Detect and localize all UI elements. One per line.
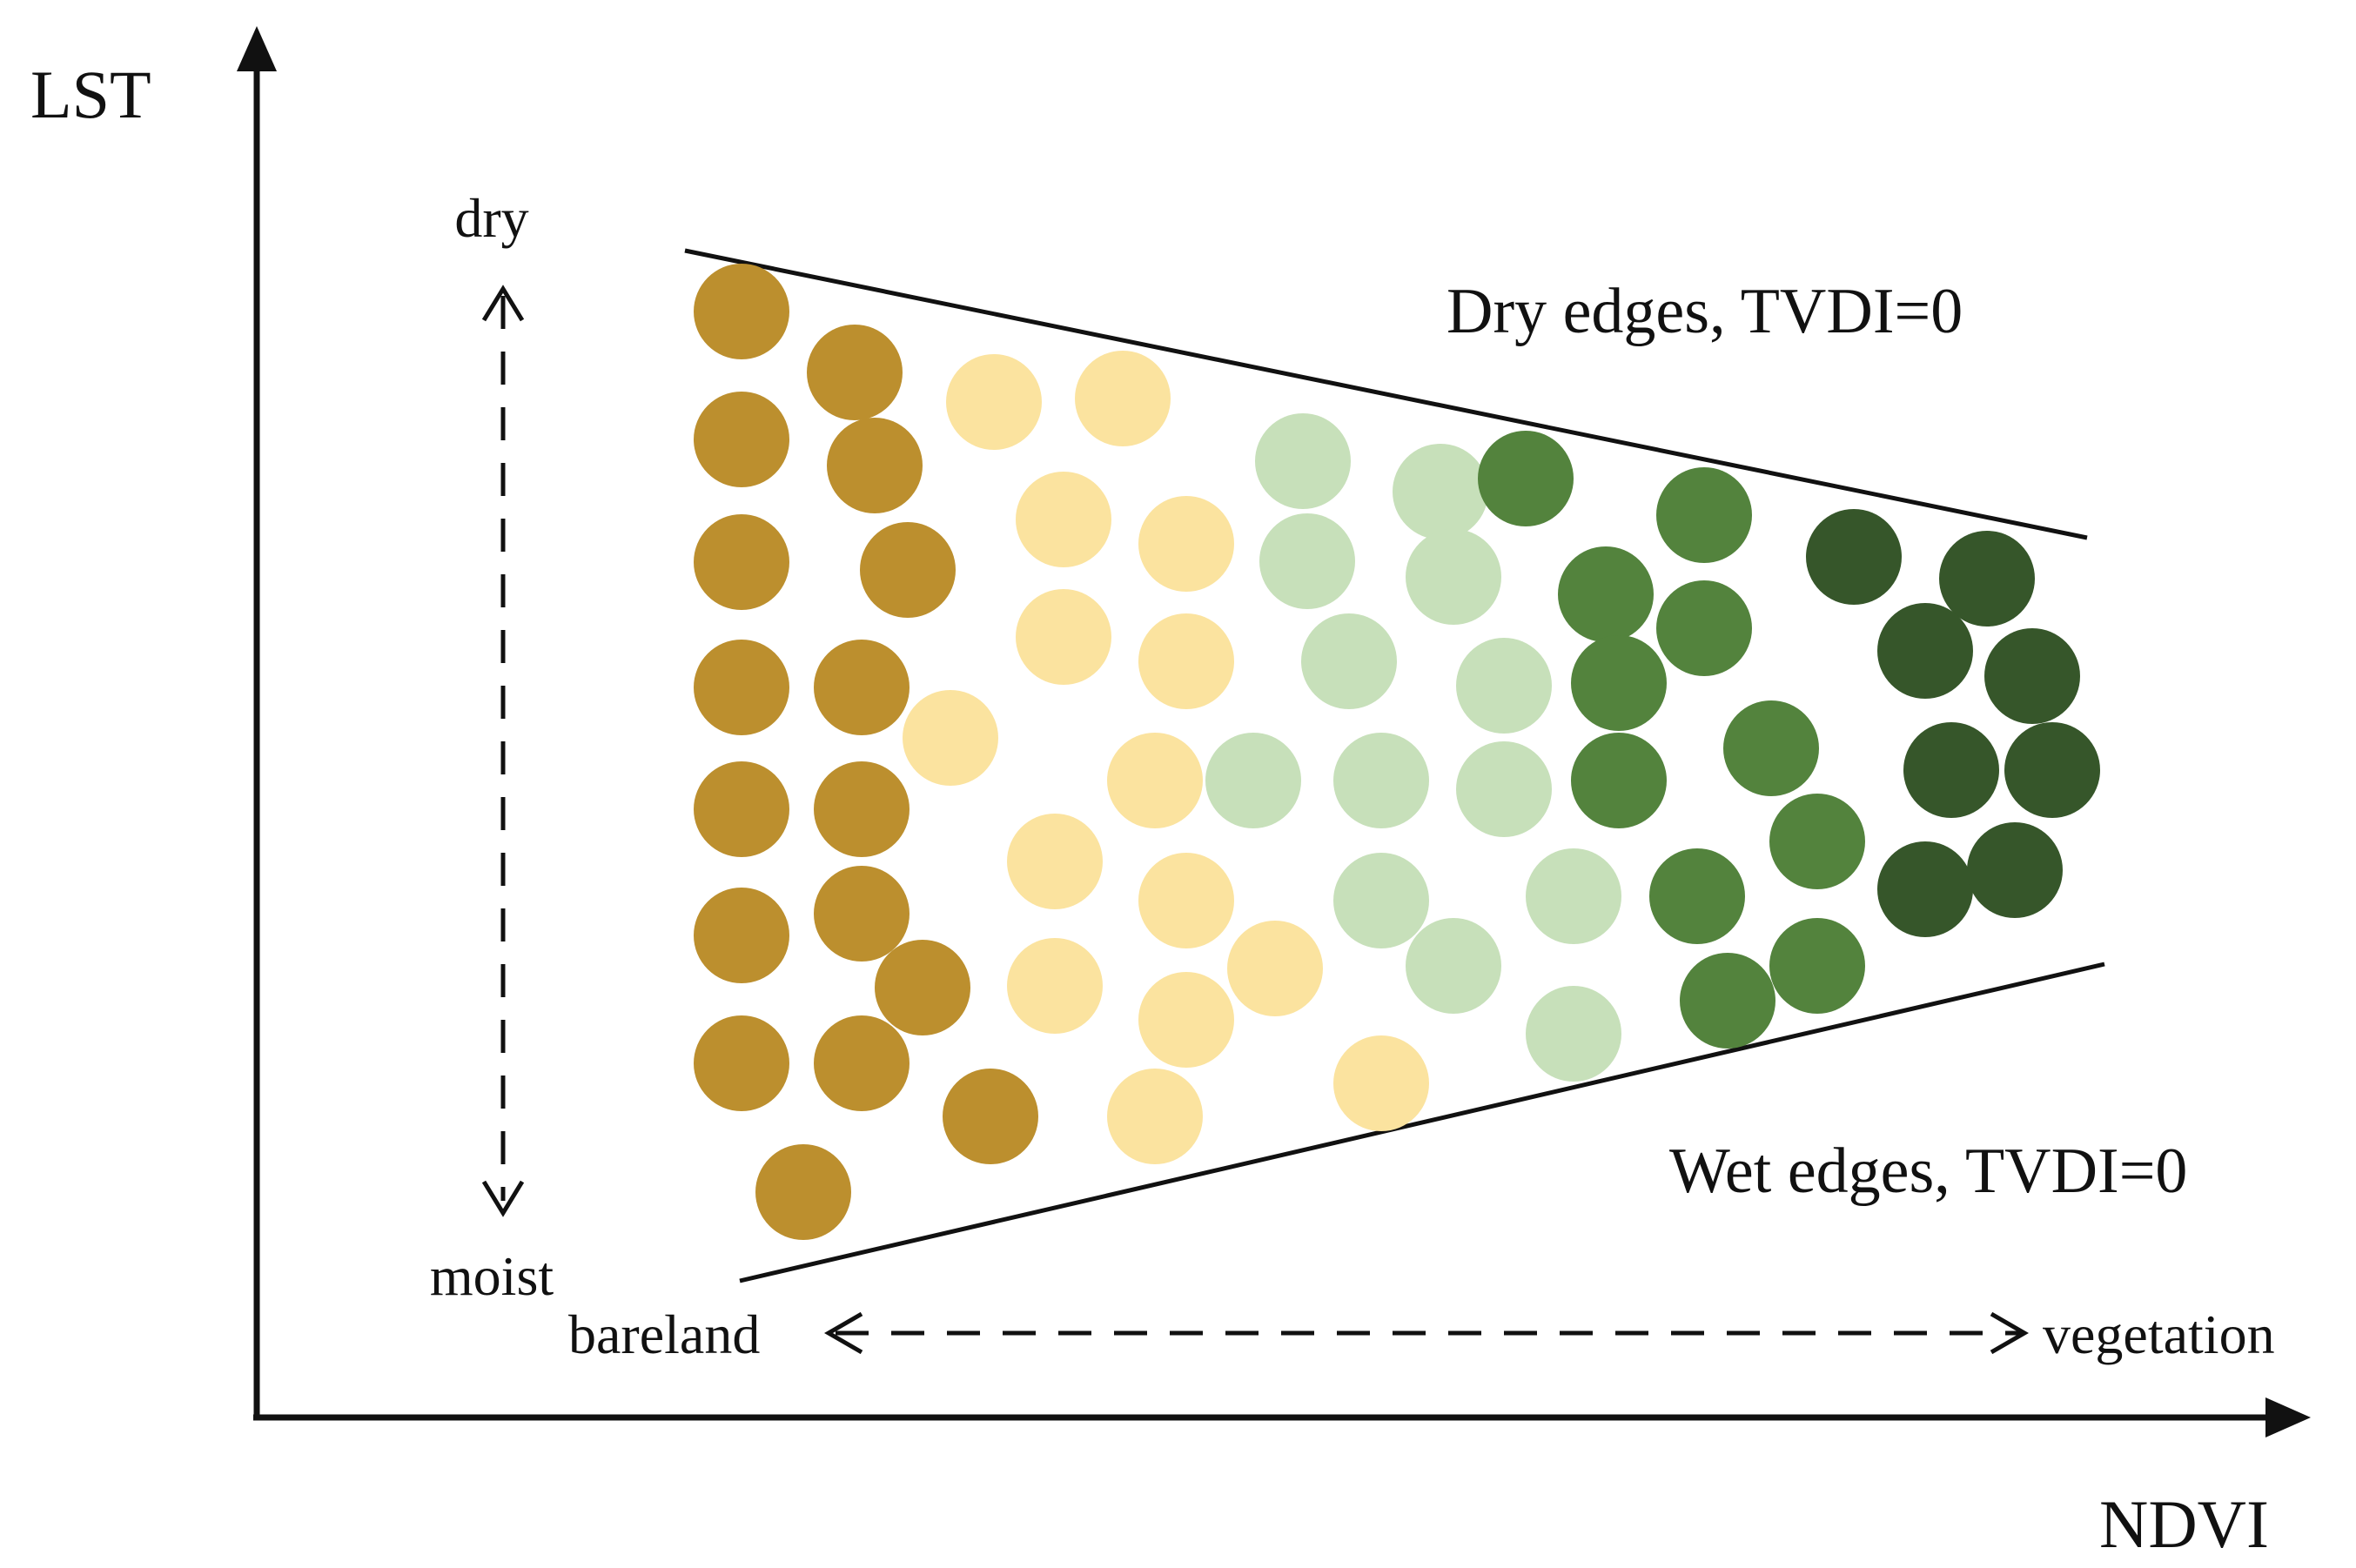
light-green-pixel-circle [1393,444,1488,539]
moist-label: moist [430,1245,554,1307]
vegetation-label: vegetation [2043,1303,2275,1365]
green-pixel-circle [1656,467,1752,563]
green-pixel-circle [1680,953,1775,1049]
dark-green-pixel-circle [1903,722,1999,818]
bare-pixel-circle [827,418,923,513]
green-pixel-circle [1571,635,1667,731]
y-axis-arrowhead [237,26,277,71]
bare-pixel-circle [694,761,789,857]
bare-pixel-circle [694,1015,789,1111]
bareland-label: bareland [568,1303,760,1365]
dark-green-pixel-circle [2004,722,2100,818]
green-pixel-circle [1656,580,1752,676]
light-green-pixel-circle [1333,853,1429,948]
sparse-pixel-circle [1016,589,1111,685]
moisture-arrow-head-up [481,285,525,322]
bare-pixel-circle [814,761,910,857]
vegetation-arrow-head-left [824,1311,863,1355]
bare-pixel-circle [694,640,789,735]
dark-green-pixel-circle [1967,822,2063,918]
green-pixel-circle [1723,700,1819,796]
x-axis-label: NDVI [2099,1486,2269,1562]
moisture-arrow-head-down [481,1180,525,1217]
sparse-pixel-circle [1016,472,1111,567]
light-green-pixel-circle [1406,529,1501,625]
vegetation-arrow-head-right [1990,1311,2029,1355]
bare-pixel-circle [875,940,970,1035]
bare-pixel-circle [694,514,789,610]
sparse-pixel-circle [1007,938,1103,1034]
bare-pixel-circle [814,1015,910,1111]
green-pixel-circle [1571,733,1667,828]
dark-green-pixel-circle [1984,628,2080,724]
sparse-pixel-circle [1138,972,1234,1068]
bare-pixel-circle [694,264,789,359]
sparse-pixel-circle [1138,853,1234,948]
wet-edge-label: Wet edges, TVDI=0 [1669,1136,2187,1207]
dry-edge-label: Dry edges, TVDI=0 [1446,276,1963,347]
sparse-pixel-circle [1107,733,1203,828]
x-axis-arrowhead [2265,1397,2311,1437]
bare-pixel-circle [814,866,910,962]
sparse-pixel-circle [1075,351,1171,446]
bare-pixel-circle [755,1144,851,1240]
bare-pixel-circle [694,888,789,983]
light-green-pixel-circle [1205,733,1301,828]
green-pixel-circle [1558,546,1654,642]
sparse-pixel-circle [946,354,1042,450]
bare-pixel-circle [860,522,956,618]
dark-green-pixel-circle [1877,841,1973,937]
bare-pixel-circle [814,640,910,735]
sparse-pixel-circle [1227,921,1323,1016]
light-green-pixel-circle [1526,848,1621,944]
y-axis-label: LST [30,57,151,132]
light-green-pixel-circle [1406,918,1501,1014]
light-green-pixel-circle [1456,638,1552,734]
dry-label: dry [454,187,528,249]
bare-pixel-circle [807,325,903,420]
light-green-pixel-circle [1456,741,1552,837]
light-green-pixel-circle [1333,733,1429,828]
light-green-pixel-circle [1255,413,1351,509]
dark-green-pixel-circle [1939,531,2035,627]
wet-edge-line [739,962,2105,1283]
light-green-pixel-circle [1301,613,1397,709]
sparse-pixel-circle [1333,1035,1429,1131]
green-pixel-circle [1769,918,1865,1014]
green-pixel-circle [1649,848,1745,944]
sparse-pixel-circle [903,690,998,786]
light-green-pixel-circle [1526,986,1621,1082]
green-pixel-circle [1769,794,1865,889]
dry-edge-line [684,248,2088,540]
dark-green-pixel-circle [1806,509,1902,605]
dark-green-pixel-circle [1877,603,1973,699]
sparse-pixel-circle [1107,1069,1203,1164]
light-green-pixel-circle [1259,513,1355,609]
sparse-pixel-circle [1007,814,1103,909]
bare-pixel-circle [694,392,789,487]
bare-pixel-circle [943,1069,1038,1164]
sparse-pixel-circle [1138,496,1234,592]
pixel-samples [694,264,2100,1240]
green-pixel-circle [1478,431,1574,526]
sparse-pixel-circle [1138,613,1234,709]
